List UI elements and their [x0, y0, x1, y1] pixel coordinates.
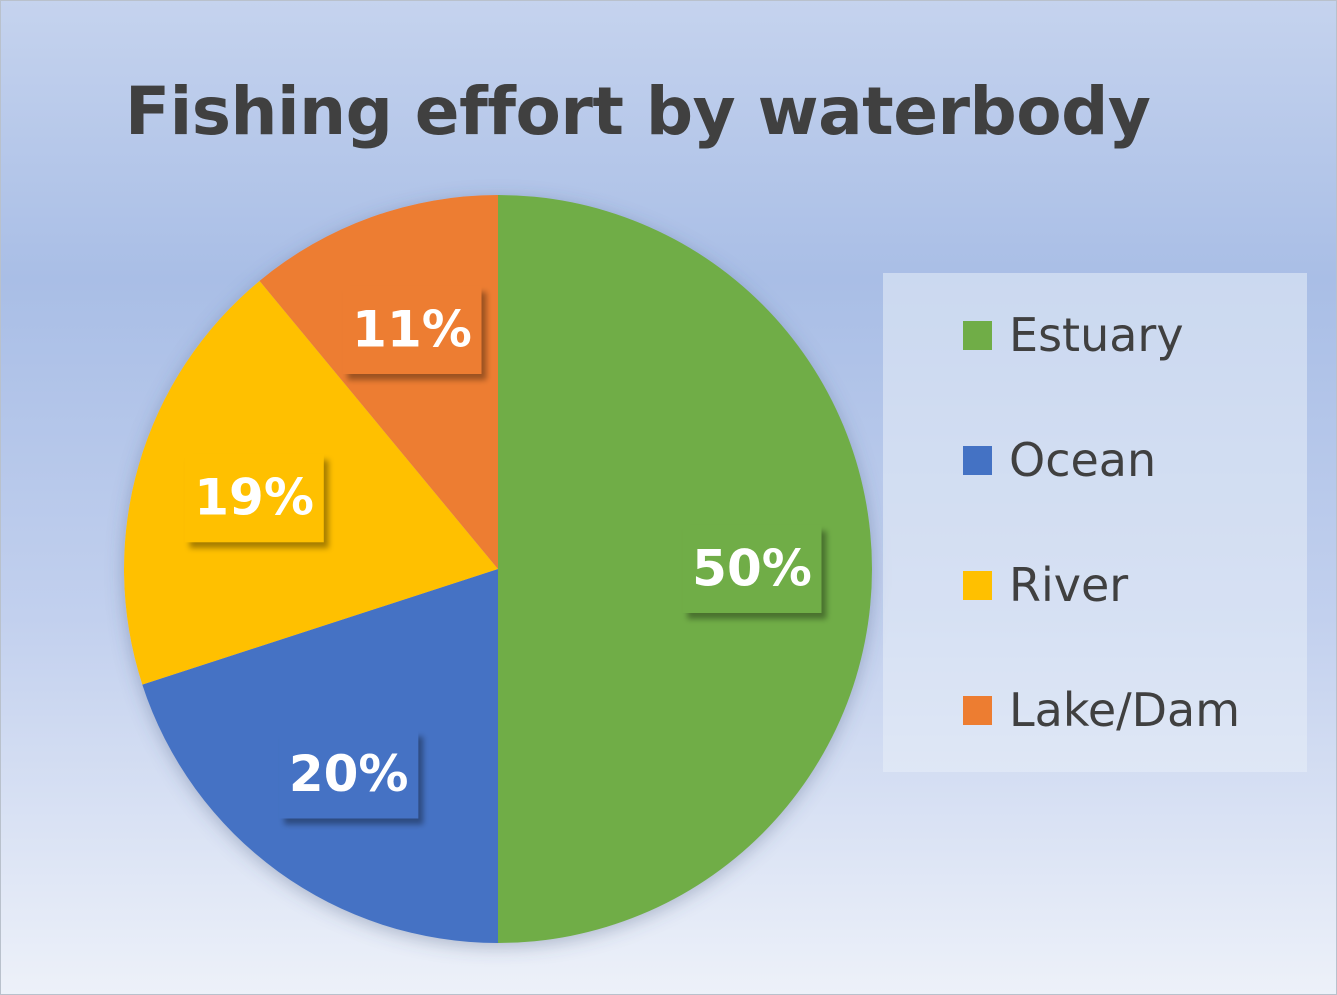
legend-swatch-estuary [963, 320, 992, 350]
data-label-box-river [184, 454, 324, 543]
data-label-text-lake-dam: 11% [352, 301, 472, 359]
data-label-estuary: 50% [682, 525, 822, 613]
legend-swatch-lake-dam [963, 695, 992, 725]
legend-item-lake-dam: Lake/Dam [963, 680, 1240, 740]
data-label-text-river: 19% [194, 469, 314, 527]
data-label-box-estuary [682, 525, 822, 613]
data-label-river: 19% [184, 454, 324, 543]
legend-label-lake-dam: Lake/Dam [1009, 683, 1241, 737]
legend-swatch-ocean [963, 445, 992, 475]
legend-label-estuary: Estuary [1009, 308, 1184, 362]
legend-swatch-river [963, 570, 992, 600]
pie-data-labels: 50% 20% 19% 11% [184, 286, 822, 819]
legend-item-estuary: Estuary [963, 305, 1184, 365]
data-label-box-ocean [279, 730, 419, 819]
legend: Estuary Ocean River Lake/Dam [883, 273, 1307, 772]
legend-label-ocean: Ocean [1009, 433, 1157, 487]
legend-item-ocean: Ocean [963, 430, 1156, 490]
legend-item-river: River [963, 555, 1128, 615]
data-label-box-lake-dam [342, 286, 482, 374]
chart-title: Fishing effort by waterbody [125, 73, 1151, 150]
data-label-lake-dam: 11% [342, 286, 482, 374]
data-label-text-ocean: 20% [289, 745, 409, 803]
data-label-ocean: 20% [279, 730, 419, 819]
legend-label-river: River [1009, 558, 1129, 612]
data-label-text-estuary: 50% [692, 540, 812, 598]
